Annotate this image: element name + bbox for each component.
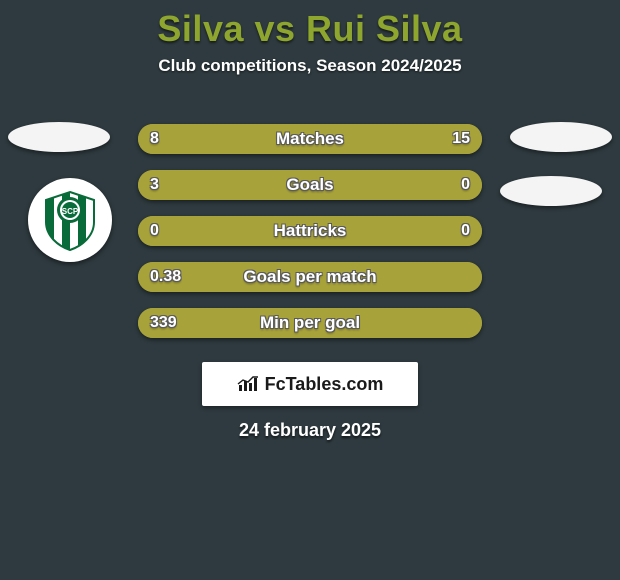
stat-bar-right-fill	[399, 170, 482, 200]
stat-row: 0.38Goals per match	[0, 254, 620, 300]
stat-bar: 00Hattricks	[138, 216, 482, 246]
stat-row: 815Matches	[0, 116, 620, 162]
stat-bar-left-fill	[138, 216, 310, 246]
footer-logo-text: FcTables.com	[265, 374, 384, 395]
stat-row: 00Hattricks	[0, 208, 620, 254]
footer-date: 24 february 2025	[0, 420, 620, 441]
stat-bar-right-fill	[310, 216, 482, 246]
page-title: Silva vs Rui Silva	[0, 8, 620, 50]
stat-bar: 30Goals	[138, 170, 482, 200]
stat-bar-right-fill	[468, 262, 482, 292]
stat-bar-right-fill	[262, 124, 482, 154]
stat-bar: 339Min per goal	[138, 308, 482, 338]
stat-row: 30Goals	[0, 162, 620, 208]
footer-logo[interactable]: FcTables.com	[202, 362, 418, 406]
stat-bar-right-fill	[468, 308, 482, 338]
stat-row: 339Min per goal	[0, 300, 620, 346]
content: Silva vs Rui Silva Club competitions, Se…	[0, 0, 620, 580]
page-subtitle: Club competitions, Season 2024/2025	[0, 56, 620, 76]
stat-bar-left-fill	[138, 170, 399, 200]
stat-bar: 815Matches	[138, 124, 482, 154]
stat-bar-left-fill	[138, 124, 262, 154]
stat-bar-left-fill	[138, 262, 468, 292]
bar-chart-icon	[237, 375, 259, 393]
stat-bar: 0.38Goals per match	[138, 262, 482, 292]
stat-bar-left-fill	[138, 308, 468, 338]
stats-area: SCP 815Matches30Goals00Hattricks0.38Goal…	[0, 94, 620, 346]
